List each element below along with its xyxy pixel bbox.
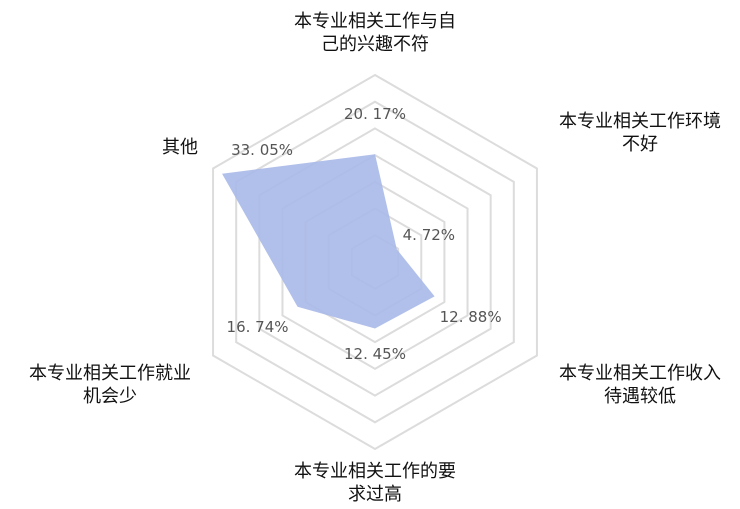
category-label: 本专业相关工作与自己的兴趣不符 — [294, 11, 456, 55]
category-label: 本专业相关工作环境不好 — [559, 111, 721, 155]
category-label: 本专业相关工作的要求过高 — [294, 461, 456, 505]
category-label: 本专业相关工作就业机会少 — [29, 363, 191, 407]
value-label: 16. 74% — [226, 317, 289, 336]
category-label: 本专业相关工作收入待遇较低 — [559, 363, 721, 407]
value-label: 12. 45% — [344, 344, 406, 363]
value-label: 33. 05% — [231, 140, 294, 159]
radar-area — [222, 154, 435, 329]
grid-ring — [212, 73, 538, 451]
category-label: 其他 — [162, 137, 198, 158]
value-label: 20. 17% — [344, 105, 406, 124]
value-label: 12. 88% — [439, 308, 502, 327]
value-label: 4. 72% — [402, 226, 456, 245]
